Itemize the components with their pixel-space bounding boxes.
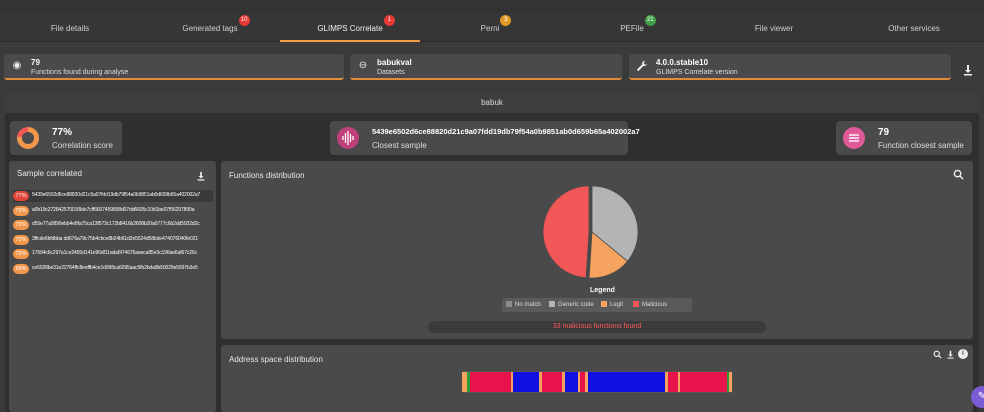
pie-slice-generic-code[interactable] <box>591 185 639 262</box>
top-strip <box>0 0 984 14</box>
pefile-count-badge: 21 <box>644 15 656 26</box>
sample-row[interactable]: 73% a0b19c27284257001f9de7cff6607459898d0… <box>13 205 213 217</box>
tab-pefile[interactable]: PEFile 21 <box>562 14 702 42</box>
tab-file-viewer[interactable]: File viewer <box>754 24 794 33</box>
waveform-icon <box>337 127 359 149</box>
section-title: babuk <box>5 93 979 113</box>
pie-legend: No match Generic code Legit Malicious <box>502 298 692 312</box>
address-segment[interactable] <box>667 372 678 392</box>
address-segment[interactable] <box>467 372 470 392</box>
datasets-card: ⊖ babukval Datasets <box>350 54 622 80</box>
tags-count-badge: 10 <box>238 15 250 26</box>
address-segment[interactable] <box>587 372 666 392</box>
tab-bar: File details Generated tags 10 GLIMPS Cor… <box>0 14 984 42</box>
address-segment[interactable] <box>577 372 581 392</box>
address-segment[interactable] <box>665 372 668 392</box>
sample-row[interactable]: 69% ce6028be31e22764ffc8eeffb4ce1d998ca60… <box>13 263 213 275</box>
tab-glimps-correlate[interactable]: GLIMPS Correlate 1 <box>280 14 420 42</box>
minus-circle-icon: ⊖ <box>358 60 368 71</box>
sample-row[interactable]: 73% d55e77a0890ebb4e8fa75ca13f573c172b841… <box>13 219 213 231</box>
list-icon <box>843 127 865 149</box>
target-icon: ◉ <box>12 60 22 71</box>
wrench-icon <box>636 60 648 72</box>
correlate-count-badge: 1 <box>383 15 395 26</box>
address-segment[interactable] <box>564 372 578 392</box>
address-segment[interactable] <box>680 372 727 392</box>
sample-row[interactable]: 73% 17694c6c297a1ce2455d141e96df11ada6f74… <box>13 248 213 260</box>
legend-item: Generic code <box>549 301 594 308</box>
address-segment[interactable] <box>541 372 563 392</box>
zoom-icon[interactable] <box>933 350 942 361</box>
search-icon[interactable] <box>953 169 964 182</box>
address-segment[interactable] <box>726 372 730 392</box>
address-segment[interactable] <box>513 372 540 392</box>
download-icon[interactable] <box>962 64 974 76</box>
address-segment[interactable] <box>462 372 468 392</box>
function-closest-card: 79 Function closest sample <box>836 121 972 155</box>
download-icon[interactable] <box>946 350 955 361</box>
address-segment[interactable] <box>539 372 542 392</box>
sample-row[interactable]: 77% 5439e6502d6ce88820d21c9a07fdd19db79f5… <box>13 190 213 202</box>
functions-pie-chart <box>542 185 639 279</box>
address-space-bar <box>462 371 732 393</box>
closest-sample-card[interactable]: 5439e6502d6ce88820d21c9a07fdd19db79f54a0… <box>330 121 640 155</box>
correlation-score-card: 77% Correlation score <box>10 121 122 155</box>
address-segment[interactable] <box>580 372 586 392</box>
tab-other-services[interactable]: Other services <box>888 24 940 33</box>
sample-correlated-card: Sample correlated 77% 5439e6502d6ce88820d… <box>9 161 216 412</box>
download-icon[interactable] <box>196 171 206 183</box>
chat-fab-button[interactable]: ✎ <box>971 386 984 408</box>
version-card: 4.0.0.stable10 GLIMPS Correlate version <box>629 54 951 80</box>
sample-row[interactable]: 73% 3ffcde6bfdbba dd676a79c75b4cbce8b24b6… <box>13 234 213 246</box>
address-segment[interactable] <box>677 372 681 392</box>
score-ring-icon <box>17 127 39 149</box>
legend-item: Legit <box>601 301 623 308</box>
perni-count-badge: 3 <box>500 15 512 26</box>
address-segment[interactable] <box>729 372 732 392</box>
tab-file-details[interactable]: File details <box>50 24 90 33</box>
address-segment[interactable] <box>585 372 588 392</box>
tab-generated-tags[interactable]: Generated tags 10 <box>140 14 280 42</box>
legend-item: Malicious <box>633 301 667 308</box>
legend-item: No match <box>506 301 541 308</box>
pie-slice-legit[interactable] <box>588 231 629 279</box>
malicious-count-text: 33 malicious functions found <box>428 321 766 333</box>
info-icon[interactable]: i <box>958 349 968 359</box>
address-segment[interactable] <box>562 372 565 392</box>
tab-perni[interactable]: Perni 3 <box>420 14 560 42</box>
functions-found-card: ◉ 79 Functions found during analyse <box>4 54 344 80</box>
pie-slice-malicious[interactable] <box>542 185 590 279</box>
address-segment[interactable] <box>510 372 514 392</box>
address-segment[interactable] <box>469 372 511 392</box>
